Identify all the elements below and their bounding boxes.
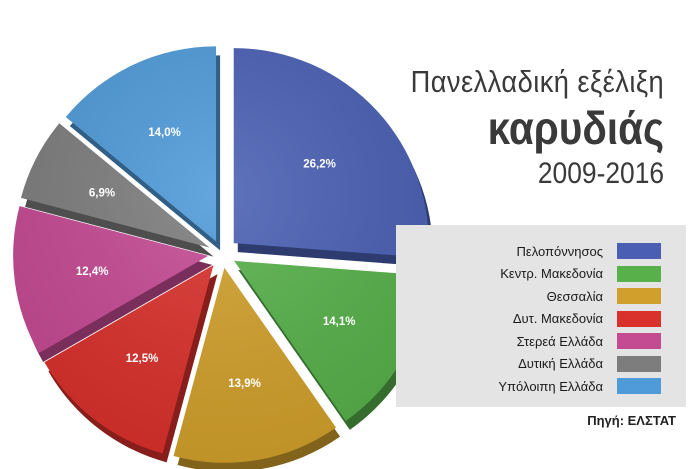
legend-label: Θεσσαλία	[546, 288, 603, 304]
slice-value-label: 14,1%	[323, 316, 356, 328]
source-note: Πηγή: ΕΛΣΤΑΤ	[587, 413, 676, 428]
legend: Πελοπόννησος Κεντρ. Μακεδονία Θεσσαλία Δυτ.…	[396, 225, 686, 407]
slice-value-label: 13,9%	[228, 378, 261, 390]
slice-value-label: 12,4%	[76, 266, 109, 278]
pie-slice-sheen	[233, 48, 429, 258]
legend-swatch	[617, 333, 661, 349]
slice-value-label: 26,2%	[303, 159, 336, 171]
legend-label: Υπόλοιπη Ελλάδα	[498, 378, 603, 394]
legend-swatch	[617, 265, 661, 282]
legend-swatch	[617, 288, 661, 304]
legend-item: Θεσσαλία	[396, 286, 661, 306]
legend-item: Δυτ. Μακεδονία	[396, 309, 661, 329]
legend-item: Δυτική Ελλάδα	[396, 354, 661, 374]
legend-label: Πελοπόννησος	[516, 243, 603, 259]
legend-label: Δυτική Ελλάδα	[518, 356, 603, 371]
title-line-1: Πανελλαδική εξέλιξη	[410, 64, 664, 99]
legend-label: Κεντρ. Μακεδονία	[500, 266, 603, 281]
pie-slice-sheen	[13, 206, 209, 353]
legend-label: Στερεά Ελλάδα	[516, 333, 603, 349]
legend-swatch	[617, 355, 661, 372]
legend-item: Υπόλοιπη Ελλάδα	[396, 376, 661, 396]
slice-value-label: 12,5%	[126, 353, 159, 365]
pie-slice-sheen	[65, 46, 217, 242]
slice-value-label: 6,9%	[89, 187, 115, 199]
pie-slice-sheen	[234, 260, 429, 421]
pie-slice-sheen	[44, 265, 214, 454]
legend-item: Πελοπόννησος	[396, 241, 661, 261]
pie-slice-sheen	[20, 123, 210, 248]
slice-value-label: 14,0%	[148, 127, 181, 139]
legend-swatch	[617, 378, 661, 394]
legend-item: Στερεά Ελλάδα	[396, 331, 661, 351]
pie-slice-sheen	[173, 267, 337, 463]
chart-title: Πανελλαδική εξέλιξη καρυδιάς 2009-2016	[376, 62, 664, 194]
legend-label: Δυτ. Μακεδονία	[512, 311, 603, 326]
legend-swatch	[617, 243, 661, 259]
legend-item: Κεντρ. Μακεδονία	[396, 264, 661, 284]
title-line-3: 2009-2016	[537, 157, 664, 190]
legend-swatch	[617, 310, 661, 327]
title-line-2: καρυδιάς	[487, 102, 664, 154]
